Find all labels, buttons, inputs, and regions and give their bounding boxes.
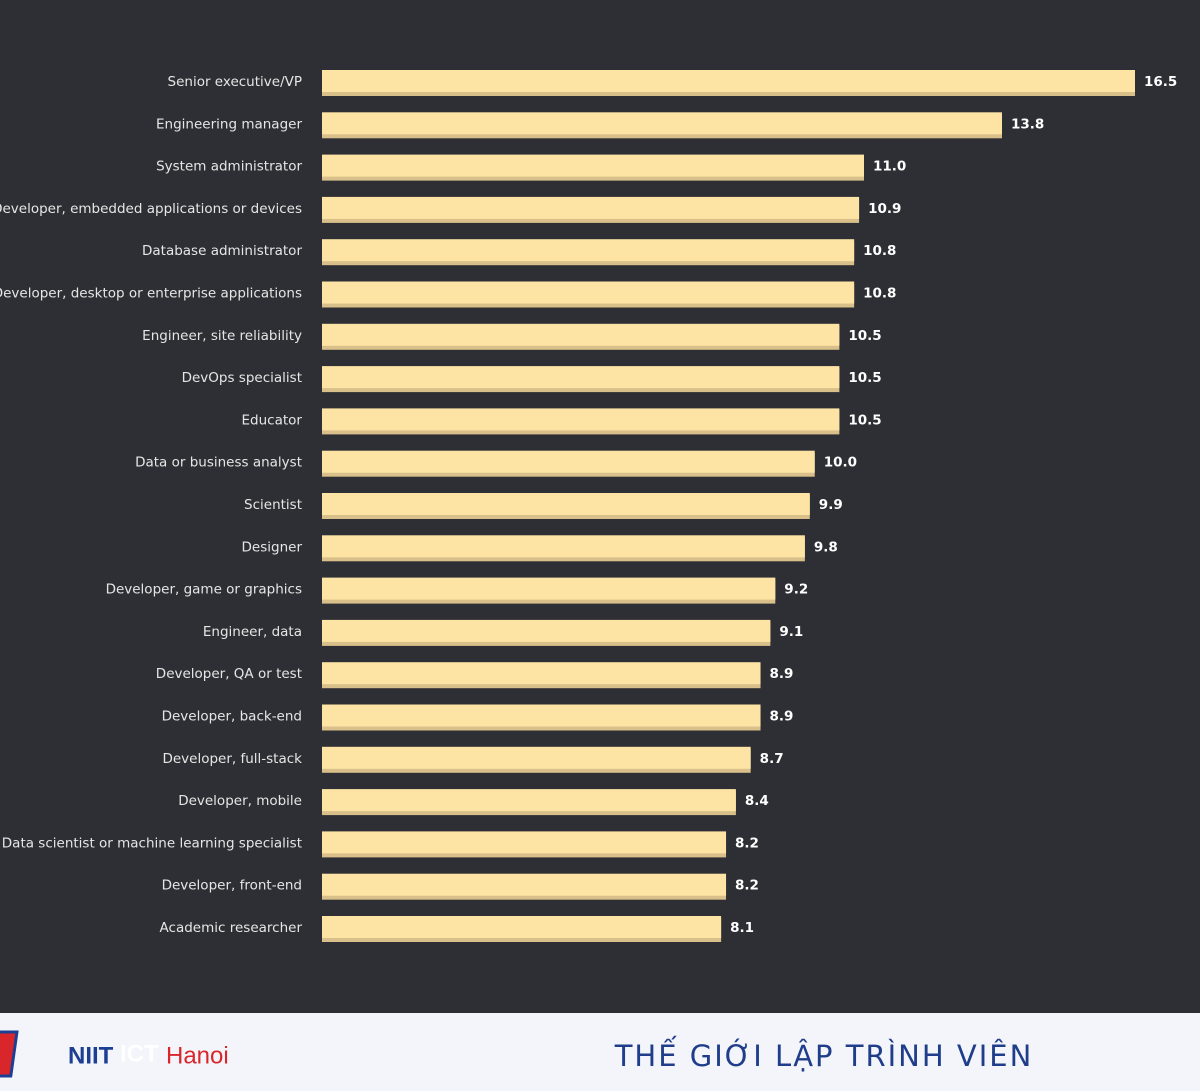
category-label: Engineer, data bbox=[203, 624, 302, 640]
value-label: 10.0 bbox=[824, 455, 857, 471]
bar bbox=[322, 366, 840, 389]
category-label: System administrator bbox=[156, 159, 302, 175]
value-label: 11.0 bbox=[873, 159, 906, 175]
logo: NIIT ICT Hanoi bbox=[0, 1030, 229, 1078]
category-label: Scientist bbox=[244, 497, 302, 513]
category-label: Developer, full-stack bbox=[162, 751, 302, 767]
value-label: 9.1 bbox=[779, 624, 803, 640]
bars: Senior executive/VP 16.5 Engineering manag… bbox=[0, 70, 1177, 942]
category-label: Developer, game or graphics bbox=[106, 582, 302, 598]
category-label: Academic researcher bbox=[160, 920, 303, 936]
value-label: 9.8 bbox=[814, 539, 838, 555]
bar bbox=[322, 281, 855, 304]
bar bbox=[322, 619, 771, 642]
value-label: 8.9 bbox=[770, 709, 794, 725]
category-label: Senior executive/VP bbox=[168, 74, 302, 90]
bar bbox=[322, 154, 864, 177]
value-label: 13.8 bbox=[1011, 116, 1044, 132]
category-label: Developer, front-end bbox=[162, 878, 302, 894]
value-label: 10.5 bbox=[848, 412, 881, 428]
category-label: Developer, desktop or enterprise applica… bbox=[0, 286, 302, 302]
value-label: 8.2 bbox=[735, 835, 759, 851]
bar bbox=[322, 323, 840, 346]
bar bbox=[322, 662, 761, 685]
category-label: Developer, mobile bbox=[178, 793, 302, 809]
bar bbox=[322, 112, 1002, 135]
bar bbox=[322, 873, 727, 896]
bar bbox=[322, 196, 860, 219]
bar bbox=[322, 535, 805, 558]
value-label: 8.2 bbox=[735, 878, 759, 894]
bar bbox=[322, 493, 810, 515]
logo-left: NIIT bbox=[68, 1042, 114, 1069]
category-label: DevOps specialist bbox=[182, 370, 302, 386]
value-label: 8.9 bbox=[770, 666, 794, 682]
bar bbox=[322, 831, 727, 854]
value-label: 8.4 bbox=[745, 793, 769, 809]
tagline: THẾ GIỚI LẬP TRÌNH VIÊN bbox=[614, 1036, 1034, 1073]
category-label: Database administrator bbox=[142, 243, 302, 259]
category-label: Engineer, site reliability bbox=[142, 328, 302, 344]
logo-middle: ICT bbox=[120, 1040, 159, 1067]
category-label: Engineering manager bbox=[156, 116, 302, 132]
bar bbox=[322, 746, 751, 769]
bar bbox=[322, 789, 736, 812]
value-label: 9.2 bbox=[784, 582, 808, 598]
value-label: 10.9 bbox=[868, 201, 901, 217]
value-label: 8.1 bbox=[730, 920, 754, 936]
bar bbox=[322, 704, 761, 727]
category-label: Data scientist or machine learning speci… bbox=[2, 835, 302, 851]
category-label: Developer, embedded applications or devi… bbox=[0, 201, 302, 217]
footer-background bbox=[0, 1013, 1200, 1091]
value-label: 10.5 bbox=[848, 370, 881, 386]
value-label: 10.5 bbox=[848, 328, 881, 344]
value-label: 10.8 bbox=[863, 286, 896, 302]
category-label: Designer bbox=[242, 539, 303, 555]
value-label: 10.8 bbox=[863, 243, 896, 259]
value-label: 16.5 bbox=[1144, 74, 1177, 90]
category-label: Data or business analyst bbox=[135, 455, 302, 471]
category-label: Developer, back-end bbox=[162, 709, 302, 725]
bar bbox=[322, 577, 776, 600]
bar bbox=[322, 450, 815, 473]
value-label: 8.7 bbox=[760, 751, 784, 767]
logo-box bbox=[0, 1030, 19, 1078]
category-label: Educator bbox=[242, 412, 303, 428]
bar bbox=[322, 408, 840, 431]
bar bbox=[322, 70, 1135, 92]
logo-right: Hanoi bbox=[166, 1042, 229, 1069]
category-label: Developer, QA or test bbox=[156, 666, 302, 682]
bar bbox=[322, 916, 722, 938]
value-label: 9.9 bbox=[819, 497, 843, 513]
bar bbox=[322, 239, 855, 262]
